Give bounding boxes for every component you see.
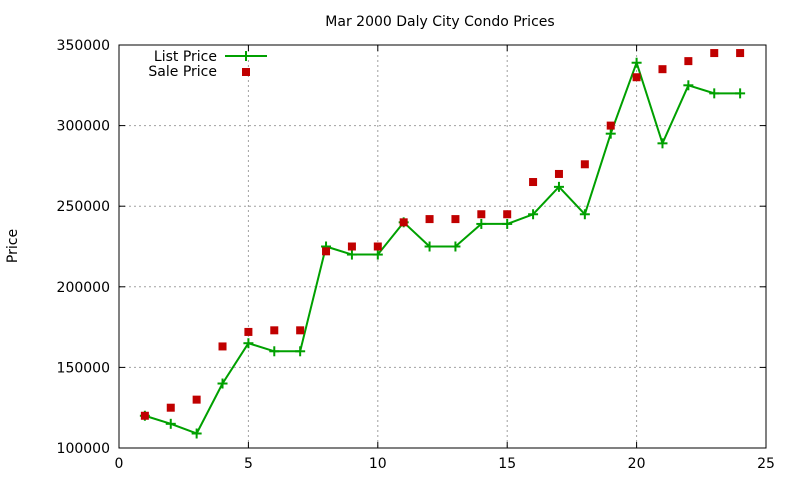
x-tick-label: 10: [369, 456, 387, 472]
data-point-list-price: [579, 209, 590, 220]
data-point-list-price: [295, 346, 306, 357]
data-point-list-price: [424, 241, 435, 252]
data-point-sale-price: [347, 242, 356, 251]
legend-marker-list-price: [241, 51, 251, 61]
data-point-sale-price: [166, 403, 175, 412]
data-point-sale-price: [684, 57, 693, 66]
axis-ticks: 0 5 10 15 20 25 100000 150000 200000 250000 300000…: [57, 38, 775, 472]
y-tick-label: 250000: [57, 199, 110, 215]
data-point-list-price: [476, 218, 487, 229]
data-point-sale-price: [373, 242, 382, 251]
plot-frame: [118, 44, 767, 449]
data-point-list-price: [450, 241, 461, 252]
data-point-sale-price: [296, 326, 305, 335]
data-point-sale-price: [425, 215, 434, 224]
data-point-list-price: [709, 88, 720, 99]
data-point-list-price: [605, 128, 616, 139]
data-point-sale-price: [218, 342, 227, 351]
x-tick-label: 20: [628, 456, 646, 472]
data-point-sale-price: [658, 65, 667, 74]
data-point-list-price: [217, 378, 228, 389]
data-point-list-price: [502, 218, 513, 229]
data-point-sale-price: [606, 121, 615, 130]
data-point-list-price: [528, 209, 539, 220]
data-point-sale-price: [399, 218, 408, 227]
x-tick-label: 0: [115, 456, 124, 472]
data-point-list-price: [553, 181, 564, 192]
chart-title: Mar 2000 Daly City Condo Prices: [325, 14, 554, 30]
y-tick-label: 350000: [57, 38, 110, 54]
data-point-sale-price: [632, 73, 641, 82]
data-point-sale-price: [554, 169, 563, 178]
x-tick-label: 5: [244, 456, 253, 472]
data-point-sale-price: [736, 49, 745, 58]
series-group: [139, 49, 746, 439]
data-point-list-price: [269, 346, 280, 357]
data-point-list-price: [657, 138, 668, 149]
legend: List Price Sale Price: [148, 49, 267, 80]
data-point-sale-price: [451, 215, 460, 224]
data-point-sale-price: [580, 160, 589, 169]
y-tick-label: 100000: [57, 441, 110, 457]
data-point-sale-price: [270, 326, 279, 335]
data-point-list-price: [191, 428, 202, 439]
y-tick-label: 200000: [57, 280, 110, 296]
legend-marker-sale-price: [242, 68, 250, 76]
legend-label-list-price: List Price: [154, 49, 217, 65]
y-tick-label: 300000: [57, 119, 110, 135]
data-point-sale-price: [140, 411, 149, 420]
data-point-sale-price: [529, 178, 538, 187]
data-point-sale-price: [192, 395, 201, 404]
data-point-sale-price: [503, 210, 512, 219]
legend-label-sale-price: Sale Price: [148, 64, 217, 80]
data-point-list-price: [631, 57, 642, 68]
data-point-list-price: [346, 249, 357, 260]
data-point-list-price: [372, 249, 383, 260]
data-point-list-price: [735, 88, 746, 99]
y-tick-label: 150000: [57, 360, 110, 376]
data-point-list-price: [165, 418, 176, 429]
series-line-list-price: [144, 61, 741, 435]
data-point-list-price: [243, 338, 254, 349]
data-point-sale-price: [710, 49, 719, 58]
y-axis-label: Price: [5, 229, 21, 263]
data-point-sale-price: [477, 210, 486, 219]
x-tick-label: 25: [757, 456, 775, 472]
data-point-list-price: [683, 80, 694, 91]
data-point-sale-price: [322, 247, 331, 256]
x-tick-label: 15: [498, 456, 516, 472]
data-point-sale-price: [244, 327, 253, 336]
